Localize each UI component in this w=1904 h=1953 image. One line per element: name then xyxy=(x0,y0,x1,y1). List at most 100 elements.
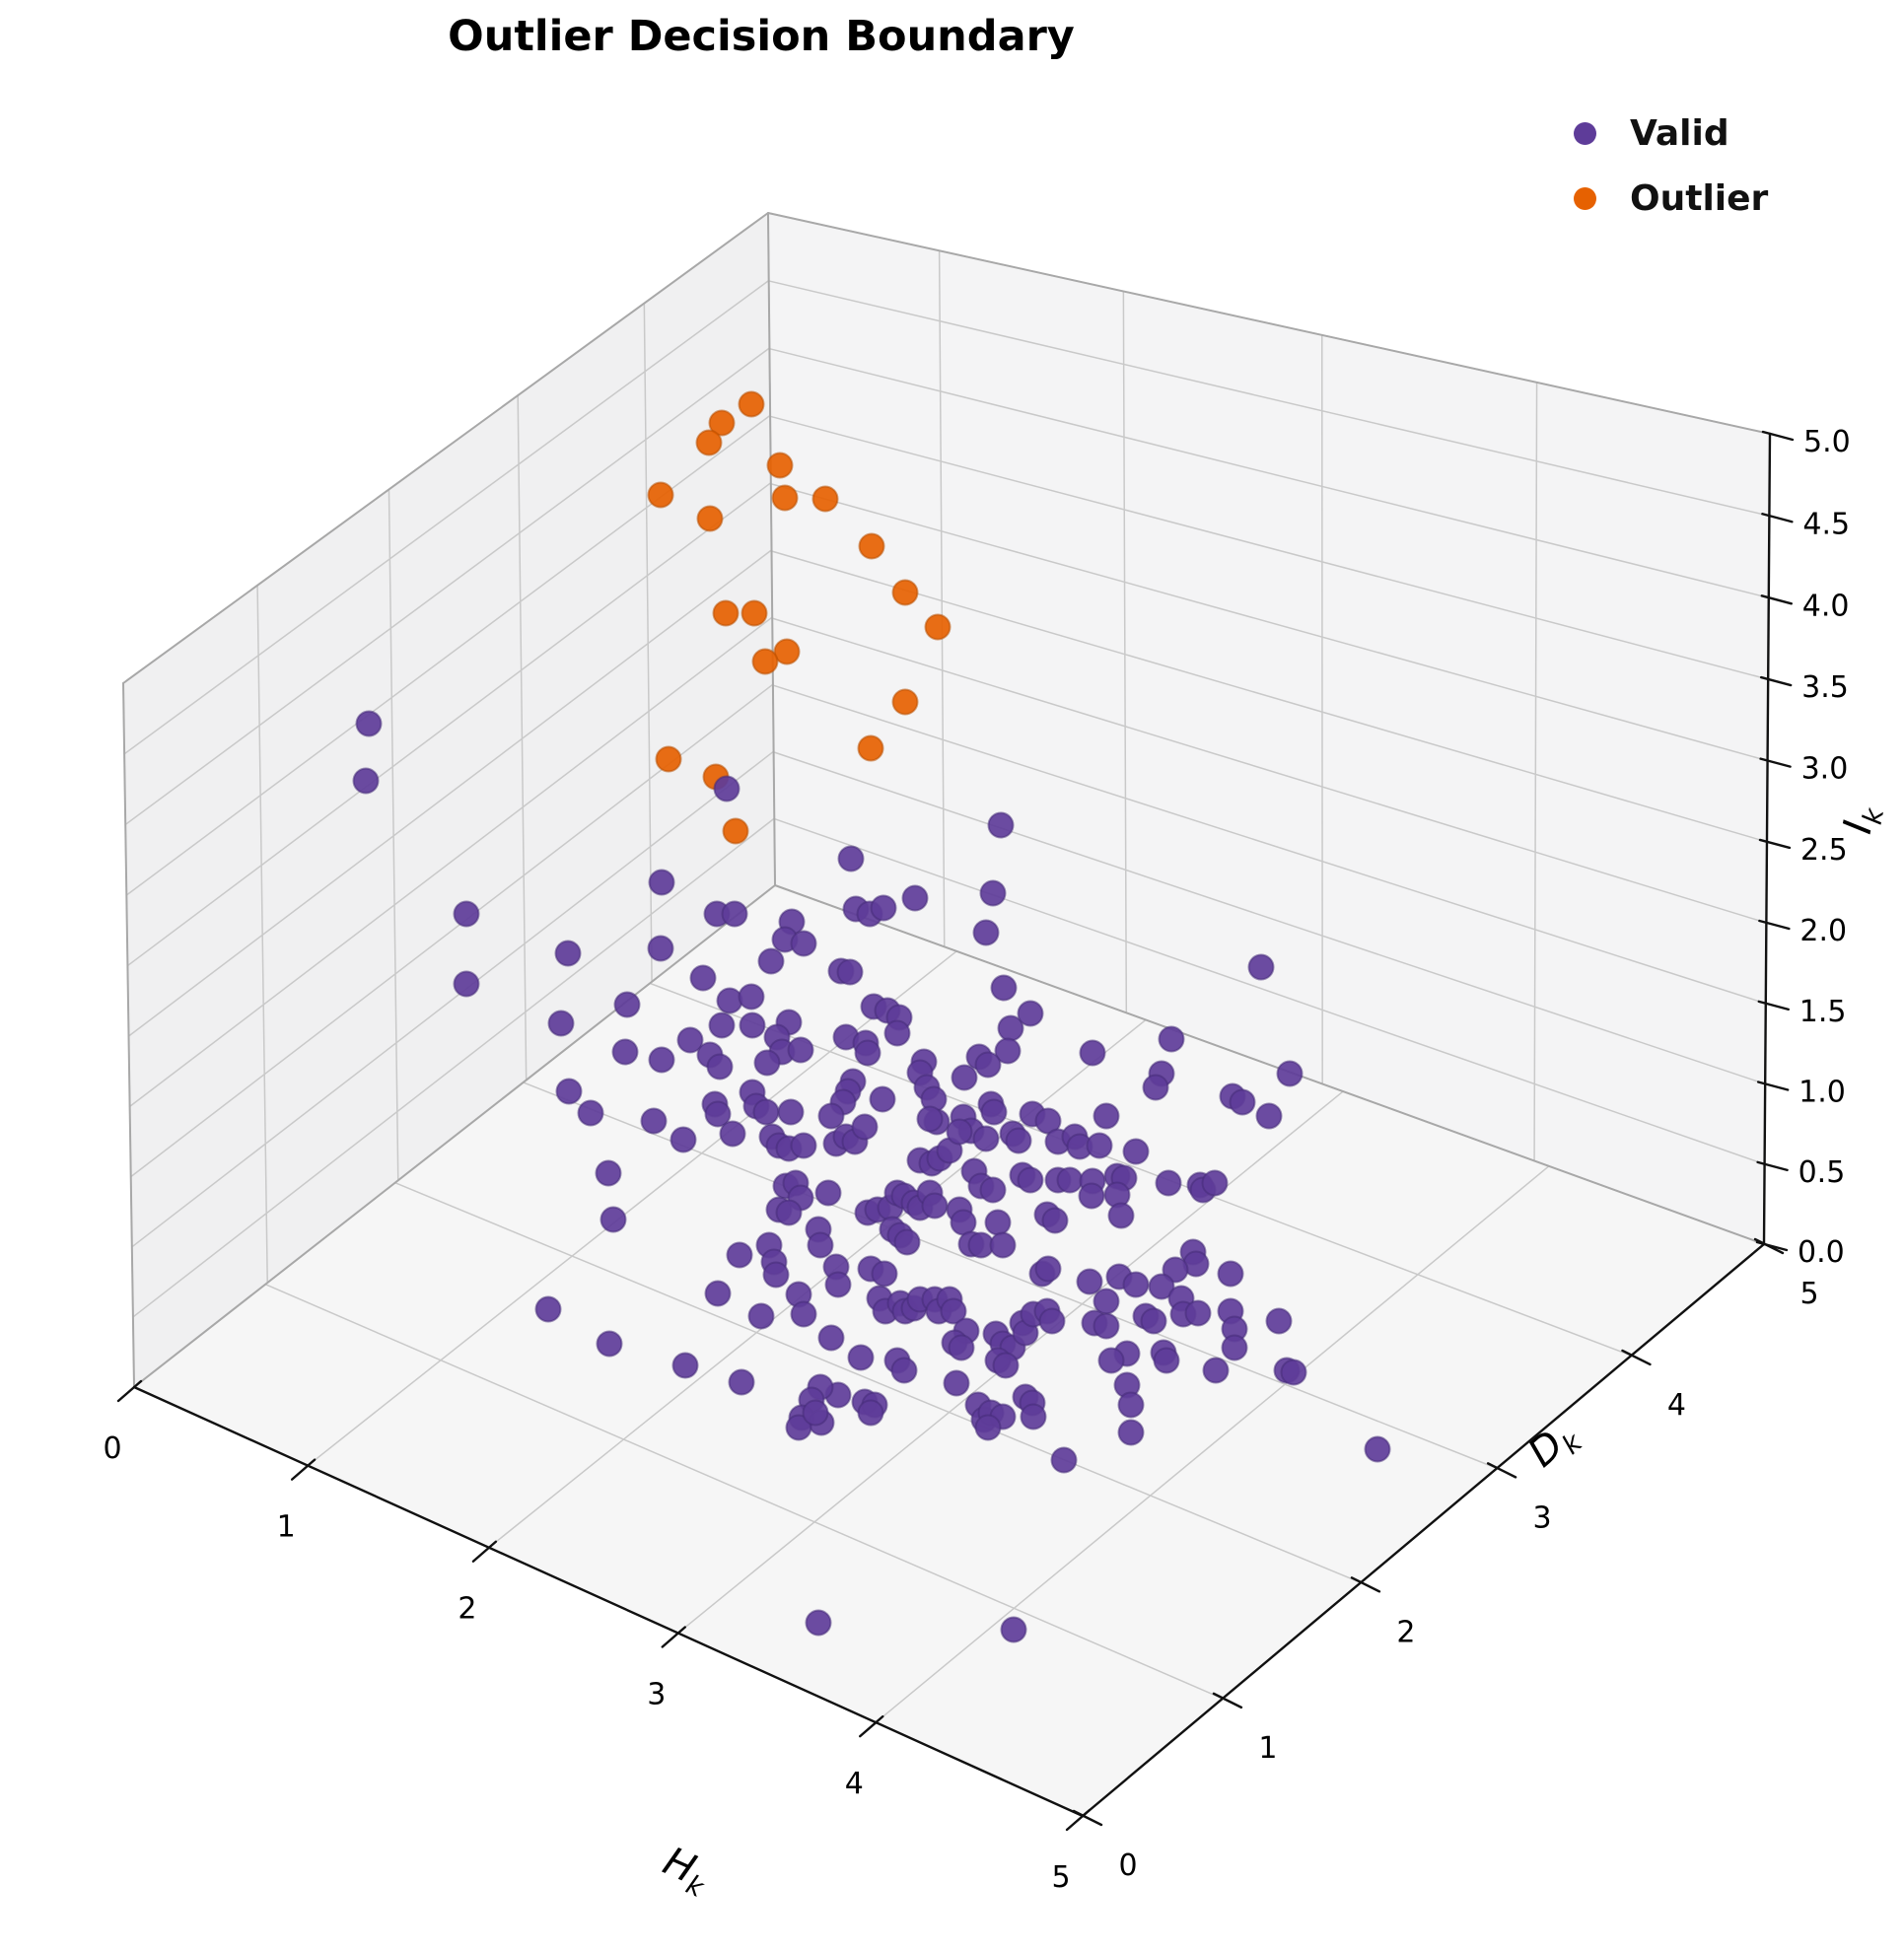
z-tick-label: 2.0 xyxy=(1799,914,1847,948)
gridline xyxy=(123,279,770,755)
valid-point xyxy=(534,1295,562,1323)
valid-point xyxy=(854,1039,881,1067)
valid-point xyxy=(790,1132,817,1159)
x-tick xyxy=(116,1379,143,1403)
valid-point xyxy=(352,767,380,795)
outlier-point xyxy=(858,532,885,560)
gridline xyxy=(770,482,1769,762)
outlier-point xyxy=(751,648,779,675)
y-tick xyxy=(1486,1462,1517,1479)
z-tick-label: 5.0 xyxy=(1803,425,1851,459)
valid-point xyxy=(807,1231,834,1259)
valid-point xyxy=(757,947,785,975)
z-tick-label: 0.0 xyxy=(1798,1235,1845,1270)
valid-point xyxy=(1280,1359,1307,1386)
valid-point xyxy=(1093,1312,1120,1340)
valid-point xyxy=(883,1019,911,1047)
x-axis-line xyxy=(132,1385,1085,1818)
valid-point xyxy=(1184,1299,1212,1327)
valid-point xyxy=(1364,1435,1391,1463)
valid-point xyxy=(837,845,865,872)
z-tick xyxy=(1758,919,1791,931)
valid-point xyxy=(753,1049,781,1077)
valid-point xyxy=(1142,1074,1169,1101)
valid-point xyxy=(824,1271,852,1298)
z-tick xyxy=(1757,1000,1790,1011)
valid-point xyxy=(777,1098,805,1126)
valid-point xyxy=(713,775,740,802)
x-tick xyxy=(661,1626,686,1648)
valid-point xyxy=(994,1037,1022,1065)
valid-point xyxy=(555,1078,583,1105)
valid-point xyxy=(916,1105,944,1133)
valid-point xyxy=(1117,1419,1145,1446)
z-tick-label: 4.5 xyxy=(1802,507,1850,541)
outlier-point xyxy=(695,429,723,456)
valid-point xyxy=(738,983,765,1011)
gridline xyxy=(264,1283,1224,1700)
y-axis-line xyxy=(1081,1242,1766,1818)
valid-point xyxy=(739,1011,766,1039)
valid-point xyxy=(716,987,743,1014)
valid-point xyxy=(1038,1307,1066,1335)
valid-point xyxy=(453,900,480,928)
z-tick xyxy=(1758,838,1792,850)
gridline xyxy=(938,249,946,948)
valid-point xyxy=(1201,1169,1229,1197)
valid-point xyxy=(1229,1088,1256,1116)
gridline xyxy=(127,549,773,1037)
gridline xyxy=(1122,290,1128,1014)
x-tick xyxy=(859,1714,884,1738)
valid-point xyxy=(987,811,1015,839)
valid-point xyxy=(1056,1166,1084,1194)
valid-point xyxy=(984,1209,1012,1236)
valid-point xyxy=(704,1100,732,1128)
valid-point xyxy=(647,935,674,962)
gridline xyxy=(131,750,775,1248)
y-tick-label: 4 xyxy=(1667,1388,1686,1423)
valid-point xyxy=(990,974,1018,1002)
valid-point xyxy=(802,1399,829,1427)
z-tick xyxy=(1759,675,1793,687)
outlier-point xyxy=(722,817,749,845)
z-tick-label: 1.5 xyxy=(1799,995,1847,1029)
gridline xyxy=(772,751,1766,1085)
z-tick-label: 3.5 xyxy=(1801,670,1849,705)
z-tick-label: 4.0 xyxy=(1802,589,1850,623)
valid-point xyxy=(596,1330,623,1358)
gridline xyxy=(767,280,1771,518)
box-edge xyxy=(133,884,776,1388)
valid-marker-icon xyxy=(1574,121,1596,145)
valid-point xyxy=(805,1609,832,1637)
valid-point xyxy=(989,1231,1017,1259)
valid-points xyxy=(352,710,1391,1643)
y-tick-label: 2 xyxy=(1396,1615,1415,1649)
z-tick xyxy=(1756,1160,1789,1172)
valid-point xyxy=(790,1300,817,1328)
valid-point xyxy=(719,1120,746,1148)
valid-point xyxy=(943,1369,970,1397)
pane-left xyxy=(123,213,775,1387)
valid-point xyxy=(1117,1391,1145,1419)
valid-point xyxy=(676,1026,704,1054)
valid-point xyxy=(940,1297,967,1325)
valid-point xyxy=(1079,1039,1106,1067)
valid-point xyxy=(453,970,480,998)
legend-label-outlier: Outlier xyxy=(1630,177,1769,219)
z-tick xyxy=(1761,430,1795,442)
legend-label-valid: Valid xyxy=(1630,112,1729,154)
gridline xyxy=(649,982,1633,1357)
outlier-point xyxy=(924,613,952,641)
valid-point xyxy=(1140,1307,1167,1335)
gridline xyxy=(772,684,1767,1005)
valid-point xyxy=(1020,1403,1047,1430)
valid-point xyxy=(1107,1202,1135,1229)
box-edges xyxy=(122,212,1771,1388)
gridline xyxy=(517,394,528,1081)
valid-point xyxy=(611,1038,639,1066)
z-tick xyxy=(1761,513,1794,523)
outlier-points xyxy=(647,390,952,845)
valid-point xyxy=(708,1011,736,1039)
